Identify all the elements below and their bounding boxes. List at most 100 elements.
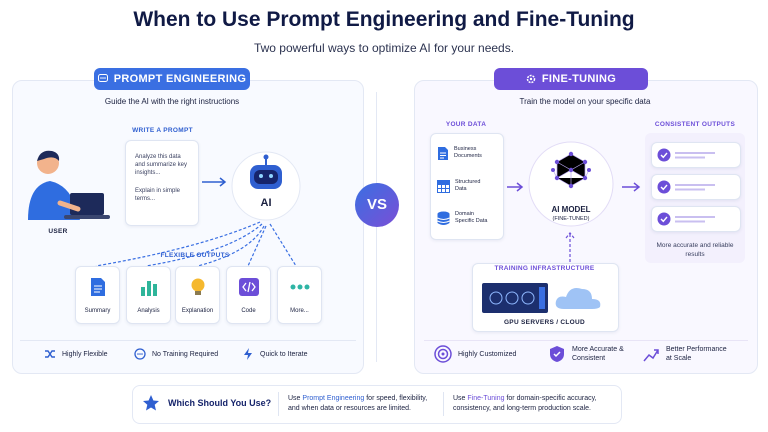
advice-rest: for speed, flexibility, and when data or… (288, 395, 428, 412)
decoration (568, 183, 574, 189)
feature-text: Highly Flexible (62, 350, 108, 358)
decoration (675, 220, 705, 223)
decoration (143, 395, 159, 411)
decoration (247, 225, 267, 267)
shield-icon (550, 346, 564, 362)
decoration (140, 281, 157, 296)
decoration (145, 223, 263, 267)
shuffle-icon (45, 350, 55, 358)
gear-icon (526, 74, 536, 84)
decoration (64, 215, 110, 219)
vs-circle: VS (355, 183, 399, 227)
decoration (70, 193, 104, 215)
decoration (434, 345, 452, 363)
decoration (254, 170, 278, 184)
data-item-label: Structured Data (455, 179, 481, 192)
decoration (141, 353, 143, 355)
output-icon (278, 276, 321, 298)
decoration (582, 175, 588, 181)
decoration (555, 288, 601, 309)
decoration (489, 291, 535, 305)
decoration (37, 150, 60, 161)
decoration (259, 174, 263, 178)
data-icon (437, 211, 450, 226)
data-item: Business Documents (437, 142, 499, 164)
decoration (437, 211, 450, 225)
decoration (191, 278, 204, 295)
dashed-connectors (95, 221, 297, 267)
output-row (651, 174, 741, 200)
decoration (95, 221, 261, 267)
decoration (263, 154, 269, 160)
chart-icon (643, 349, 659, 362)
decoration (90, 278, 105, 296)
output-icon (127, 276, 170, 298)
decoration (290, 284, 295, 290)
decoration (146, 281, 151, 296)
decoration (505, 291, 519, 305)
prompt-heading: WRITE A PROMPT (132, 127, 193, 134)
decoration (191, 278, 204, 292)
decoration (587, 168, 591, 172)
outputs-heading: FLEXIBLE OUTPUTS (160, 252, 230, 259)
tagline: Train the model on your specific data (519, 97, 651, 106)
decoration (97, 74, 108, 82)
divider (443, 392, 444, 416)
chat-icon (134, 348, 146, 360)
output-label: Explanation (181, 308, 214, 314)
feature: More Accurate & Consistent (548, 345, 628, 363)
arrow (622, 182, 641, 192)
decoration (582, 159, 588, 165)
decoration (93, 285, 102, 293)
decoration (568, 167, 574, 173)
output-label: Analysis (137, 308, 160, 314)
decoration (140, 287, 145, 296)
decoration (643, 349, 659, 362)
decoration (438, 146, 448, 160)
prompt-line: Analyze this data and summarize key insi… (135, 154, 188, 176)
decoration (657, 148, 671, 162)
prompt-card: Analyze this data and summarize key insi… (125, 140, 199, 226)
decoration (657, 180, 671, 194)
output-icon (227, 276, 270, 298)
data-item: Domain Specific Data (437, 207, 499, 229)
decoration (553, 351, 561, 358)
infra-heading: TRAINING INFRASTRUCTURE (494, 265, 595, 272)
output-label: More... (290, 308, 309, 314)
decoration (660, 152, 668, 159)
decoration (101, 77, 104, 79)
decoration (660, 216, 668, 223)
decoration (554, 159, 560, 165)
decoration (551, 151, 591, 189)
chat-icon (97, 74, 108, 82)
ai-label: AI (260, 197, 272, 209)
badge-text: FINE-TUNING (541, 73, 617, 85)
decoration (28, 181, 80, 220)
decoration (489, 291, 503, 305)
model-circle (528, 141, 614, 227)
output-row (651, 142, 741, 168)
title: When to Use Prompt Engineering and Fine-… (133, 8, 635, 31)
decoration (152, 284, 157, 296)
output-card: Analysis (126, 266, 171, 324)
divider (278, 392, 279, 416)
check-line (657, 180, 715, 194)
decoration (521, 291, 535, 305)
arrow (202, 177, 227, 187)
decoration (675, 184, 715, 186)
check-line (657, 212, 715, 226)
decoration (137, 353, 139, 355)
dashed-arrow (565, 232, 575, 262)
advice-rest: for domain-specific accuracy, consistenc… (453, 395, 597, 412)
data-item-label: Business Documents (454, 146, 482, 159)
decoration (675, 152, 715, 154)
tuning-advice: Use Fine-Tuning for domain-specific accu… (453, 394, 618, 414)
decoration (657, 212, 671, 226)
prompt-line: Explain in simple terms... (135, 188, 181, 202)
output-card: Code (226, 266, 271, 324)
decoration (554, 175, 560, 181)
decoration (507, 182, 524, 192)
feature: Highly Customized (434, 345, 516, 363)
